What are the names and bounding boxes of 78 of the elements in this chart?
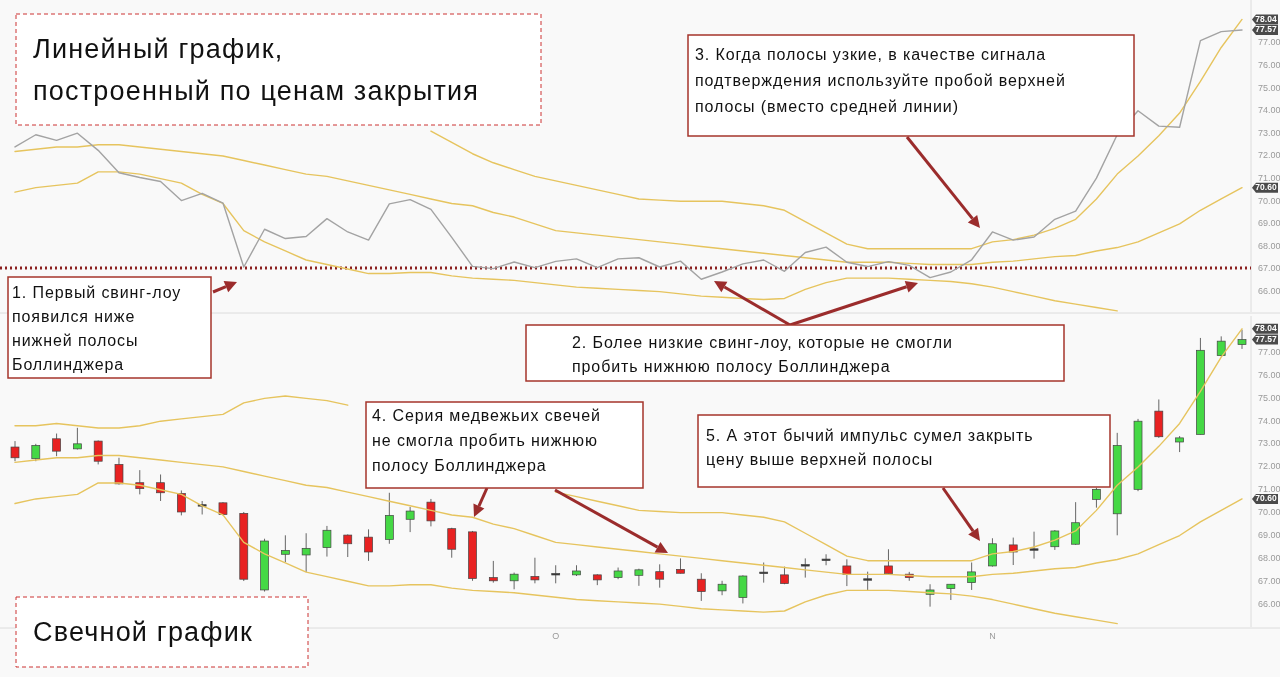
candlestick <box>696 572 706 602</box>
y-tick-label: 76.00 <box>1258 59 1280 70</box>
text: Свечной график <box>33 617 254 647</box>
candlestick <box>73 427 82 451</box>
text: Линейный график, построенный по ценам закрытия <box>33 34 480 106</box>
candlestick <box>1237 329 1247 350</box>
y-tick-label: 69.00 <box>1258 218 1280 229</box>
y-tick-label: 73.00 <box>1258 127 1280 138</box>
x-tick-label: O <box>552 631 560 641</box>
candlestick <box>488 560 498 584</box>
annotation: 78.04 <box>1255 323 1277 334</box>
candlestick <box>842 558 852 587</box>
annotation: 1. Первый свинг-лоу появился ниже нижней полосы Боллинджера <box>12 284 182 373</box>
annotation: 5. А этот бычий импульс сумел закрыть цену выше верхней полосы <box>706 427 1034 468</box>
candlestick <box>93 439 103 465</box>
annotation: 70.60 <box>1255 493 1277 504</box>
candlestick <box>447 527 457 559</box>
candlestick <box>364 528 373 562</box>
y-tick-label: 67.00 <box>1258 263 1280 274</box>
y-tick-label: 67.00 <box>1258 575 1280 586</box>
candlestick <box>530 557 540 584</box>
candlestick <box>1092 487 1101 509</box>
line-series <box>14 171 1118 312</box>
candlestick <box>156 473 165 502</box>
candlestick <box>800 557 810 579</box>
y-tick-label: 74.00 <box>1258 105 1280 116</box>
annotation: 4. Серия медвежьих свечей не смогла пробить нижнюю полосу Боллинджера <box>372 407 601 474</box>
annotation: 78.04 <box>1255 13 1277 24</box>
candlestick <box>177 489 186 516</box>
candlestick <box>1071 501 1080 546</box>
y-tick-label: 70.00 <box>1258 195 1280 206</box>
annotation: 77.57 <box>1255 24 1277 35</box>
candlestick <box>322 525 332 558</box>
candlestick <box>884 548 893 575</box>
candlestick <box>738 574 748 604</box>
y-tick-label: 72.00 <box>1258 461 1280 472</box>
candlestick <box>405 506 415 533</box>
candlestick <box>988 537 997 568</box>
candlestick <box>1029 531 1039 560</box>
y-tick-label: 66.00 <box>1258 598 1280 609</box>
candlestick <box>10 440 20 462</box>
y-tick-label: 75.00 <box>1258 392 1280 403</box>
annotation: 2. Более низкие свинг-лоу, которые не смогли пробить нижнюю полосу Боллинджера <box>572 334 953 375</box>
candlestick <box>114 457 124 486</box>
y-tick-label: 76.00 <box>1258 369 1280 380</box>
candlestick <box>967 562 976 591</box>
line-series <box>14 144 1243 266</box>
candlestick <box>301 532 311 573</box>
candlestick <box>509 572 519 590</box>
y-tick-label: 72.00 <box>1258 150 1280 161</box>
y-tick-label: 77.00 <box>1258 37 1280 48</box>
y-tick-label: 77.00 <box>1258 346 1280 357</box>
y-tick-label: 75.00 <box>1258 82 1280 93</box>
y-tick-label: 74.00 <box>1258 415 1280 426</box>
candlestick <box>655 563 665 589</box>
candlestick <box>343 533 353 558</box>
line-series <box>14 29 1243 280</box>
candlestick <box>1050 529 1060 551</box>
annotation: 77.57 <box>1255 333 1277 344</box>
candlestick <box>281 534 290 563</box>
y-tick-label: 71.00 <box>1258 172 1280 183</box>
candlestick <box>426 498 436 527</box>
y-tick-label: 71.00 <box>1258 484 1280 495</box>
candlestick <box>863 571 873 592</box>
candlestick <box>759 562 769 584</box>
x-tick-label: N <box>989 631 996 641</box>
candlestick <box>634 568 644 587</box>
y-tick-label: 69.00 <box>1258 529 1280 540</box>
annotation: 3. Когда полосы узкие, в качестве сигнала подтверждения используйте пробой верхней полосы (вместо средней линии) <box>695 46 1066 115</box>
y-tick-label: 68.00 <box>1258 552 1280 563</box>
candlestick <box>821 553 831 566</box>
y-tick-label: 68.00 <box>1258 240 1280 251</box>
y-tick-label: 73.00 <box>1258 438 1280 449</box>
y-tick-label: 66.00 <box>1258 286 1280 297</box>
candlestick <box>551 564 561 584</box>
y-tick-label: 70.00 <box>1258 507 1280 518</box>
annotation: 70.60 <box>1255 181 1277 192</box>
candlestick <box>52 433 61 457</box>
